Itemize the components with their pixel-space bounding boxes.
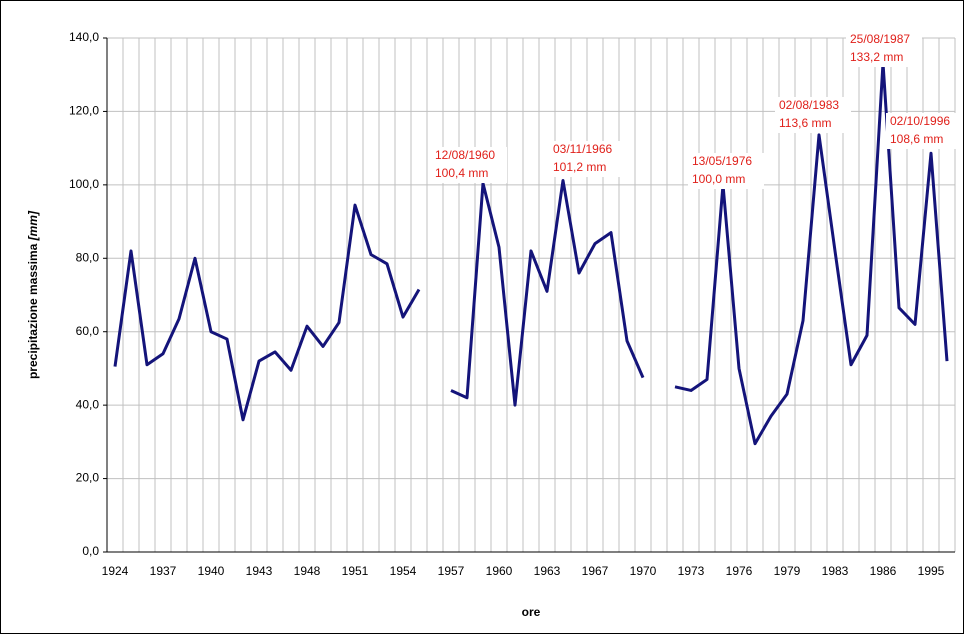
x-tick-label: 1943 xyxy=(246,564,273,578)
x-tick-label: 1940 xyxy=(198,564,225,578)
y-tick-label: 20,0 xyxy=(76,471,100,485)
annotation: 03/11/1966 xyxy=(553,142,612,156)
x-tick-label: 1973 xyxy=(678,564,705,578)
x-tick-label: 1995 xyxy=(918,564,945,578)
y-tick-label: 60,0 xyxy=(76,324,100,338)
x-tick-label: 1986 xyxy=(870,564,897,578)
x-tick-label: 1970 xyxy=(630,564,657,578)
annotation: 13/05/1976 xyxy=(692,154,752,168)
x-tick-label: 1963 xyxy=(534,564,561,578)
y-tick-label: 140,0 xyxy=(69,30,99,44)
x-tick-label: 1954 xyxy=(390,564,417,578)
annotation: 25/08/1987 xyxy=(850,32,910,46)
annotation: 02/10/1996 xyxy=(890,114,950,128)
annotation: 02/08/1983 xyxy=(779,98,839,112)
annotation-background xyxy=(549,141,625,177)
y-tick-label: 100,0 xyxy=(69,177,99,191)
annotation: 101,2 mm xyxy=(553,160,606,174)
annotation: 113,6 mm xyxy=(779,116,831,130)
x-tick-label: 1967 xyxy=(582,564,609,578)
annotation-background xyxy=(846,31,922,67)
annotation-background xyxy=(431,147,507,183)
annotation: 12/08/1960 xyxy=(435,148,495,162)
x-tick-label: 1983 xyxy=(822,564,849,578)
annotation: 100,4 mm xyxy=(435,166,488,180)
y-axis-label: precipitazione massima [mm] xyxy=(26,210,40,379)
y-axis-label-unit: [mm] xyxy=(26,210,40,241)
data-line xyxy=(113,61,949,446)
x-tick-label: 1976 xyxy=(726,564,753,578)
annotation: 133,2 mm xyxy=(850,50,903,64)
x-tick-label: 1937 xyxy=(150,564,177,578)
y-tick-label: 80,0 xyxy=(76,250,100,264)
y-tick-label: 120,0 xyxy=(69,104,99,118)
y-axis-label-text: precipitazione massima xyxy=(26,243,40,379)
annotation: 108,6 mm xyxy=(890,132,943,146)
x-tick-label: 1948 xyxy=(294,564,321,578)
y-tick-label: 40,0 xyxy=(76,397,100,411)
x-tick-label: 1951 xyxy=(342,564,369,578)
x-axis-label: ore xyxy=(522,605,541,619)
x-tick-label: 1924 xyxy=(102,564,129,578)
x-tick-label: 1957 xyxy=(438,564,465,578)
y-tick-label: 0,0 xyxy=(82,544,99,558)
x-tick-label: 1979 xyxy=(774,564,801,578)
annotation-background xyxy=(688,153,764,189)
x-tick-label: 1960 xyxy=(486,564,513,578)
annotation-background xyxy=(775,97,851,133)
annotation-background xyxy=(886,113,962,149)
annotation: 100,0 mm xyxy=(692,172,745,186)
